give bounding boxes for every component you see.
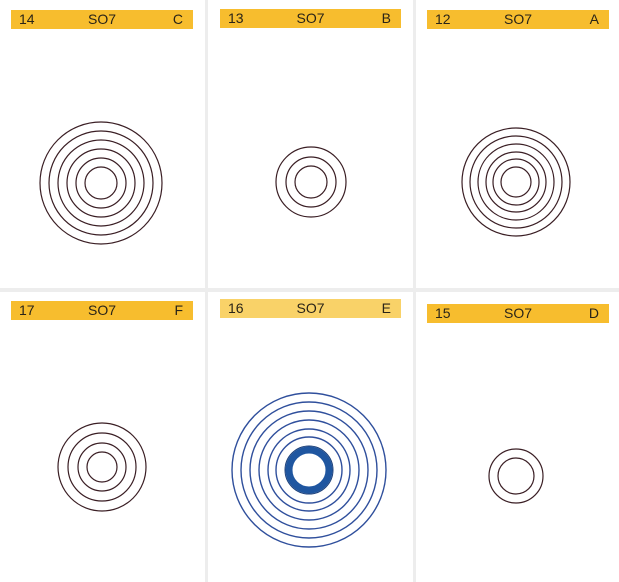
card-letter: A: [589, 11, 599, 27]
card-letter: C: [172, 11, 183, 27]
card-header: 16 SO7 E: [220, 299, 401, 318]
card-number: 15: [435, 305, 451, 321]
concentric-rings-icon: [39, 121, 163, 245]
card-letter: E: [381, 300, 391, 316]
concentric-rings-icon: [488, 448, 544, 504]
card-letter: B: [381, 10, 391, 26]
card-13: 13 SO7 B: [208, 0, 413, 288]
card-code: SO7: [87, 302, 116, 318]
card-letter: F: [174, 302, 183, 318]
concentric-rings-icon: [275, 146, 347, 218]
card-code: SO7: [296, 10, 325, 26]
card-17: 17 SO7 F: [0, 292, 205, 582]
card-number: 16: [228, 300, 244, 316]
card-12: 12 SO7 A: [416, 0, 619, 288]
card-header: 15 SO7 D: [427, 304, 609, 323]
card-number: 13: [228, 10, 244, 26]
card-header: 14 SO7 C: [11, 10, 193, 29]
card-number: 17: [19, 302, 35, 318]
card-header: 12 SO7 A: [427, 10, 609, 29]
card-number: 14: [19, 11, 35, 27]
card-15: 15 SO7 D: [416, 292, 619, 582]
card-header: 17 SO7 F: [11, 301, 193, 320]
card-header: 13 SO7 B: [220, 9, 401, 28]
card-letter: D: [588, 305, 599, 321]
concentric-rings-icon: [231, 392, 387, 548]
card-code: SO7: [87, 11, 116, 27]
card-code: SO7: [296, 300, 325, 316]
card-code: SO7: [503, 305, 532, 321]
card-number: 12: [435, 11, 451, 27]
card-code: SO7: [503, 11, 532, 27]
concentric-rings-icon: [57, 422, 147, 512]
card-14: 14 SO7 C: [0, 0, 205, 288]
card-16: 16 SO7 E: [208, 292, 413, 582]
concentric-rings-icon: [461, 127, 571, 237]
